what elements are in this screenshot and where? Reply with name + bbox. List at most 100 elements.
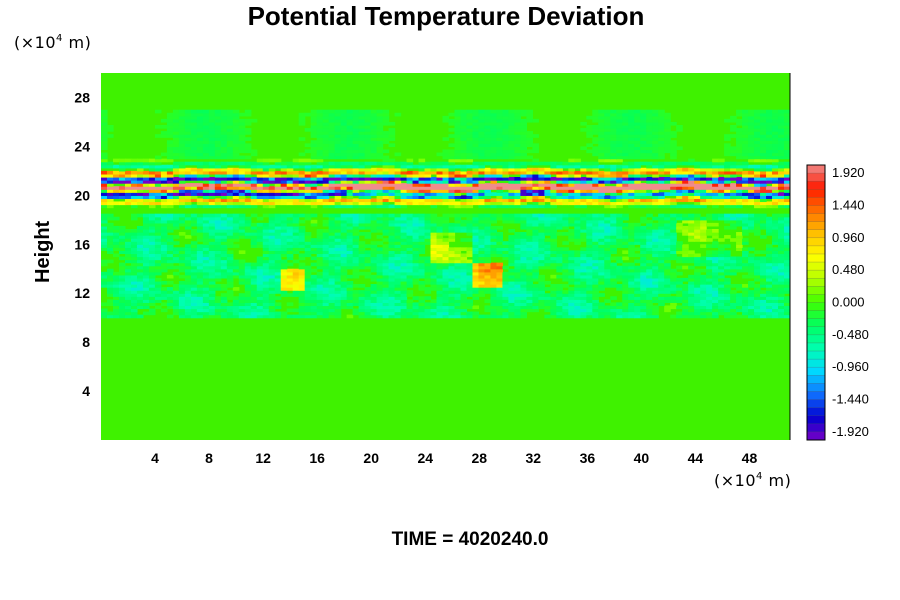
heatmap-cell: [406, 290, 414, 294]
heatmap-cell: [652, 180, 659, 184]
heatmap-cell: [190, 228, 198, 233]
heatmap-cell: [310, 170, 318, 175]
heatmap-cell: [370, 290, 378, 294]
heatmap-cell: [382, 259, 390, 264]
heatmap-cell: [316, 201, 324, 206]
heatmap-cell: [124, 277, 132, 282]
heatmap-cell: [724, 198, 731, 203]
heatmap-cell: [544, 170, 551, 175]
heatmap-cell: [370, 189, 378, 193]
heatmap-cell: [442, 176, 450, 181]
heatmap-cell: [286, 219, 294, 224]
heatmap-cell: [466, 186, 474, 190]
heatmap-cell: [574, 232, 581, 236]
heatmap-cell: [694, 311, 701, 316]
heatmap-cell: [478, 244, 486, 248]
heatmap-cell: [436, 290, 444, 294]
heatmap-cell: [418, 241, 426, 245]
heatmap-cell: [604, 173, 611, 178]
heatmap-cell: [676, 204, 683, 209]
heatmap-cell: [142, 277, 150, 282]
heatmap-cell: [430, 314, 438, 319]
heatmap-cell: [586, 308, 593, 313]
heatmap-cell: [754, 186, 761, 190]
heatmap-cell: [424, 256, 432, 261]
heatmap-cell: [562, 265, 569, 270]
heatmap-cell: [220, 176, 228, 181]
heatmap-cell: [442, 170, 450, 175]
heatmap-cell: [244, 287, 252, 291]
heatmap-cell: [724, 296, 731, 300]
heatmap-cell: [448, 235, 456, 239]
heatmap-cell: [418, 305, 426, 310]
heatmap-cell: [280, 244, 288, 248]
heatmap-cell: [628, 305, 635, 310]
heatmap-cell: [358, 308, 366, 313]
heatmap-cell: [298, 299, 306, 303]
heatmap-cell: [220, 296, 228, 300]
heatmap-cell: [616, 158, 623, 163]
heatmap-cell: [742, 173, 749, 178]
heatmap-cell: [280, 253, 288, 258]
heatmap-cell: [310, 262, 318, 267]
heatmap-cell: [148, 219, 156, 224]
heatmap-cell: [580, 299, 587, 303]
heatmap-cell: [382, 265, 390, 270]
heatmap-cell: [610, 180, 617, 184]
heatmap-cell: [502, 216, 510, 221]
heatmap-cell: [664, 198, 671, 203]
heatmap-cell: [568, 201, 575, 206]
heatmap-cell: [220, 192, 228, 196]
heatmap-cell: [400, 302, 408, 307]
heatmap-cell: [706, 274, 713, 279]
heatmap-cell: [274, 213, 282, 218]
heatmap-cell: [406, 293, 414, 297]
heatmap-cell: [778, 259, 785, 264]
heatmap-cell: [148, 241, 156, 245]
heatmap-cell: [448, 302, 456, 307]
heatmap-cell: [544, 176, 551, 181]
heatmap-cell: [106, 271, 114, 276]
heatmap-cell: [310, 299, 318, 303]
heatmap-cell: [628, 299, 635, 303]
heatmap-cell: [736, 241, 743, 245]
heatmap-cell: [196, 244, 204, 248]
heatmap-cell: [580, 183, 587, 187]
heatmap-cell: [658, 244, 665, 248]
heatmap-cell: [784, 274, 790, 279]
heatmap-cell: [622, 232, 629, 236]
heatmap-cell: [514, 299, 521, 303]
heatmap-cell: [262, 314, 270, 319]
heatmap-cell: [568, 271, 575, 276]
heatmap-cell: [394, 204, 402, 209]
heatmap-cell: [778, 274, 785, 279]
heatmap-cell: [736, 247, 743, 251]
heatmap-cell: [676, 296, 683, 300]
heatmap-cell: [472, 247, 480, 251]
heatmap-cell: [490, 219, 498, 224]
heatmap-cell: [502, 302, 510, 307]
heatmap-cell: [166, 253, 174, 258]
heatmap-cell: [316, 287, 324, 291]
heatmap-cell: [226, 256, 234, 261]
heatmap-cell: [202, 167, 210, 172]
heatmap-cell: [316, 195, 324, 199]
heatmap-cell: [670, 305, 677, 310]
heatmap-cell: [496, 247, 504, 251]
heatmap-cell: [646, 170, 653, 175]
heatmap-cell: [676, 216, 683, 221]
heatmap-cell: [598, 259, 605, 264]
heatmap-cell: [592, 302, 599, 307]
heatmap-cell: [592, 173, 599, 178]
heatmap-cell: [622, 287, 629, 291]
heatmap-cell: [322, 256, 330, 261]
heatmap-cell: [562, 232, 569, 236]
heatmap-cell: [394, 262, 402, 267]
heatmap-cell: [364, 170, 372, 175]
heatmap-cell: [472, 314, 480, 319]
heatmap-cell: [700, 225, 707, 230]
heatmap-cell: [526, 170, 533, 175]
heatmap-cell: [646, 232, 653, 236]
heatmap-cell: [760, 277, 767, 282]
heatmap-cell: [676, 192, 683, 196]
